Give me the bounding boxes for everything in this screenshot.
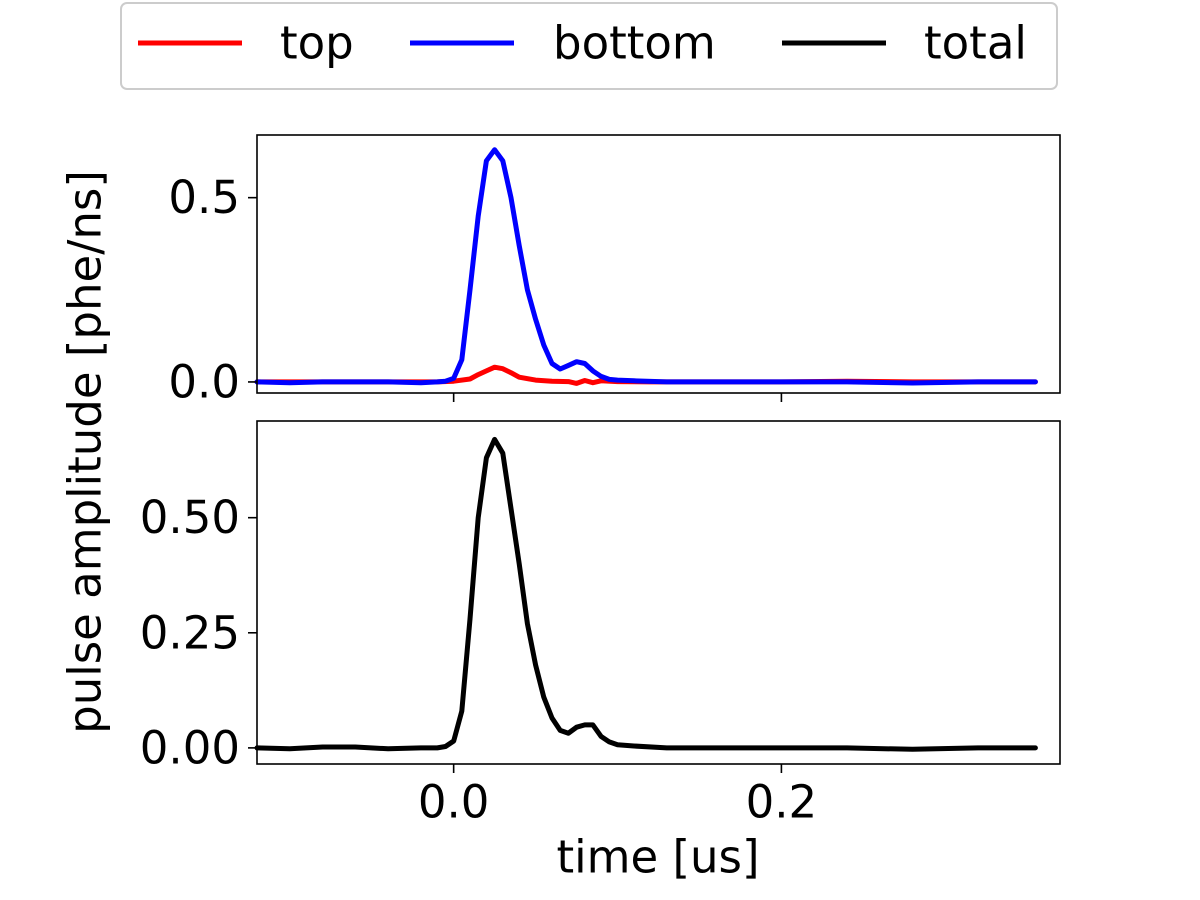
legend-label-bottom: bottom — [553, 17, 716, 70]
bottom-axes: 0.00 0.25 0.50 0.0 0.2 — [140, 420, 1061, 829]
legend-frame — [120, 2, 1058, 90]
bottom-xtick-label: 0.2 — [746, 776, 818, 829]
legend: top bottom total — [120, 2, 1058, 90]
top-axes-frame — [256, 134, 1061, 394]
top-ytick-label: 0.5 — [168, 171, 240, 224]
top-ytick-label: 0.0 — [168, 355, 240, 408]
x-axis-label: time [us] — [556, 831, 759, 884]
legend-label-total: total — [924, 17, 1027, 70]
bottom-ytick-label: 0.00 — [140, 721, 240, 774]
bottom-axes-frame — [256, 420, 1061, 765]
top-axes: 0.0 0.5 — [168, 134, 1061, 408]
bottom-xtick-label: 0.0 — [418, 776, 490, 829]
series-line-total — [254, 436, 1038, 752]
y-axis-label: pulse amplitude [phe/ns] — [59, 170, 112, 734]
series-line-bottom — [254, 147, 1038, 386]
bottom-ytick-label: 0.50 — [140, 491, 240, 544]
bottom-ytick-label: 0.25 — [140, 606, 240, 659]
legend-label-top: top — [280, 17, 354, 70]
